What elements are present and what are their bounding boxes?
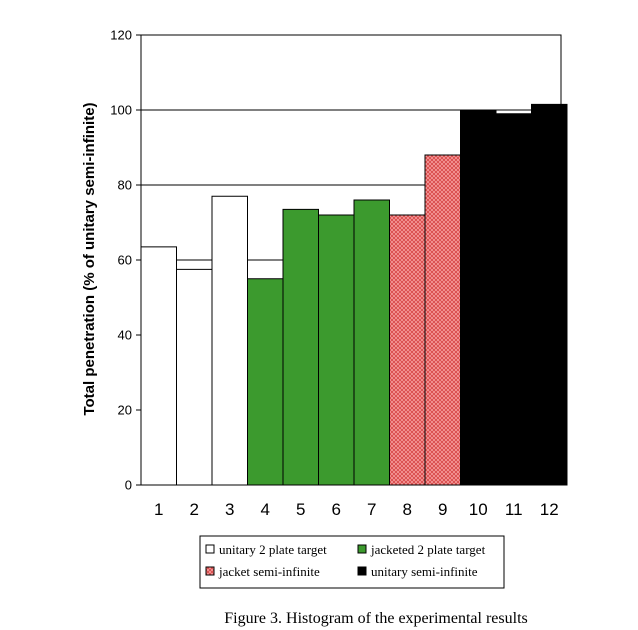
legend-swatch-unitary_2_plate [205,544,215,554]
x-tick-label: 3 [225,500,234,519]
bar-11 [495,113,532,486]
legend-label-unitary_semi_infinite: unitary semi-infinite [371,564,478,579]
y-tick-label: 0 [125,478,132,493]
x-tick-label: 9 [438,500,447,519]
bar-4 [247,278,284,486]
y-axis-label: Total penetration (% of unitary semi-inf… [81,102,98,415]
legend-swatch-unitary_semi_infinite [357,566,367,576]
bar-8 [389,214,426,486]
bar-7 [353,199,390,486]
x-tick-label: 12 [540,500,559,519]
bar-6 [318,214,355,486]
legend-label-unitary_2_plate: unitary 2 plate target [219,542,327,557]
bars [140,103,568,486]
y-tick-label: 100 [110,103,132,118]
x-tick-label: 1 [154,500,163,519]
x-tick-label: 7 [367,500,376,519]
legend-label-jacket_semi_infinite: jacket semi-infinite [218,564,320,579]
x-tick-label: 8 [403,500,412,519]
legend-frame [199,535,505,589]
bar-9 [424,154,461,486]
y-tick-label: 80 [118,178,132,193]
bar-10 [460,109,497,486]
bar-3 [211,195,248,486]
y-tick-label: 40 [118,328,132,343]
x-tick-label: 5 [296,500,305,519]
bar-2 [176,268,213,486]
y-tick-label: 120 [110,28,132,43]
x-tick-label: 10 [469,500,488,519]
bar-5 [282,208,319,486]
x-ticks: 1 2 3 4 5 6 7 8 9 10 11 12 [154,500,559,519]
bar-1 [140,246,177,486]
y-ticks: 0 20 40 60 80 100 120 [110,28,141,493]
x-tick-label: 2 [190,500,199,519]
x-tick-label: 6 [332,500,341,519]
figure-caption: Figure 3. Histogram of the experimental … [224,610,527,627]
legend-swatch-jacket_semi_infinite [205,566,215,576]
x-tick-label: 11 [505,500,523,519]
legend-swatch-jacketed_2_plate [357,544,367,554]
y-tick-label: 20 [118,403,132,418]
legend: unitary 2 plate target jacketed 2 plate t… [199,535,505,589]
y-tick-label: 60 [118,253,132,268]
legend-label-jacketed_2_plate: jacketed 2 plate target [370,542,486,557]
x-tick-label: 4 [261,500,270,519]
bar-12 [531,103,568,486]
